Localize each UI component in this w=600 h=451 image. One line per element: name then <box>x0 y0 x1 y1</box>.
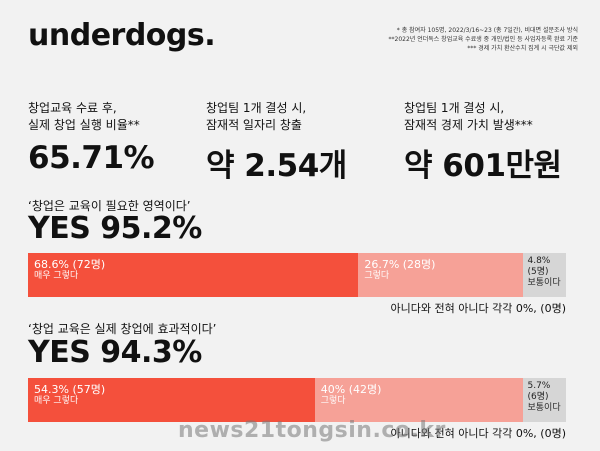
segment-label: 그렇다 <box>320 396 346 406</box>
segment-count: (6명) <box>527 392 549 402</box>
survey-yes-total: YES 94.3% <box>28 335 202 370</box>
note-line: * 총 참여자 105명, 2022/3/16~23 (총 7일간), 비대면 … <box>396 27 578 34</box>
segment-percent: 26.7% (28명) <box>364 258 436 271</box>
bar-segment-neutral: 5.7% (6명) 보통이다 <box>523 378 566 422</box>
bar-segment-neutral: 4.8% (5명) 보통이다 <box>523 253 566 297</box>
segment-label: 보통이다 <box>527 278 561 288</box>
stat-value: 65.71% <box>28 140 155 176</box>
survey-notes: * 총 참여자 105명, 2022/3/16~23 (총 7일간), 비대면 … <box>278 26 579 53</box>
note-line: *** 경제 가치 환산수치 집계 시 극단값 제외 <box>467 45 578 52</box>
survey-footnote: 아니다와 전혀 아니다 각각 0%, (0명) <box>390 427 566 440</box>
survey-question: ‘창업은 교육이 필요한 영역이다’ <box>28 199 191 213</box>
stat-value: 약 2.54개 <box>206 148 347 184</box>
bar-segment-yes: 26.7% (28명) 그렇다 <box>358 253 524 297</box>
segment-percent: 4.8% <box>527 256 551 266</box>
survey-footnote: 아니다와 전혀 아니다 각각 0%, (0명) <box>390 302 566 315</box>
stat-startup-rate: 창업교육 수료 후, 실제 창업 실행 비율** 65.71% <box>28 100 155 176</box>
segment-count: (5명) <box>527 267 549 277</box>
survey-question: ‘창업 교육은 실제 창업에 효과적이다’ <box>28 322 217 336</box>
stat-label: 실제 창업 실행 비율** <box>28 118 140 132</box>
segment-label: 매우 그렇다 <box>34 396 79 406</box>
segment-label: 매우 그렇다 <box>34 271 79 281</box>
stat-label: 잠재적 경제 가치 발생*** <box>404 118 533 132</box>
segment-label: 보통이다 <box>527 403 561 413</box>
segment-percent: 54.3% (57명) <box>34 383 106 396</box>
watermark: news21tongsin.co.kr <box>178 418 446 443</box>
bar-segment-very-yes: 68.6% (72명) 매우 그렇다 <box>28 253 359 297</box>
segment-percent: 68.6% (72명) <box>34 258 106 271</box>
stat-label: 창업팀 1개 결성 시, <box>206 101 307 115</box>
bar-segment-very-yes: 54.3% (57명) 매우 그렇다 <box>28 378 315 422</box>
stat-economic-value: 창업팀 1개 결성 시, 잠재적 경제 가치 발생*** 약 601만원 <box>404 100 562 185</box>
segment-percent: 5.7% <box>527 381 551 391</box>
survey-bar: 54.3% (57명) 매우 그렇다 40% (42명) 그렇다 5.7% (6… <box>28 378 566 422</box>
segment-percent: 40% (42명) <box>320 383 382 396</box>
survey-yes-total: YES 95.2% <box>28 211 202 246</box>
stat-jobs: 창업팀 1개 결성 시, 잠재적 일자리 창출 약 2.54개 <box>206 100 347 185</box>
brand-logo: underdogs. <box>28 18 216 53</box>
survey-bar: 68.6% (72명) 매우 그렇다 26.7% (28명) 그렇다 4.8% … <box>28 253 566 297</box>
stat-label: 잠재적 일자리 창출 <box>206 118 302 132</box>
stat-label: 창업교육 수료 후, <box>28 101 117 115</box>
note-line: **2022년 언더독스 창업교육 수료생 중 개인/법인 등 사업자등록 완료… <box>388 36 579 43</box>
stat-label: 창업팀 1개 결성 시, <box>404 101 505 115</box>
stat-value: 약 601만원 <box>404 148 562 184</box>
bar-segment-yes: 40% (42명) 그렇다 <box>314 378 524 422</box>
segment-label: 그렇다 <box>364 271 390 281</box>
